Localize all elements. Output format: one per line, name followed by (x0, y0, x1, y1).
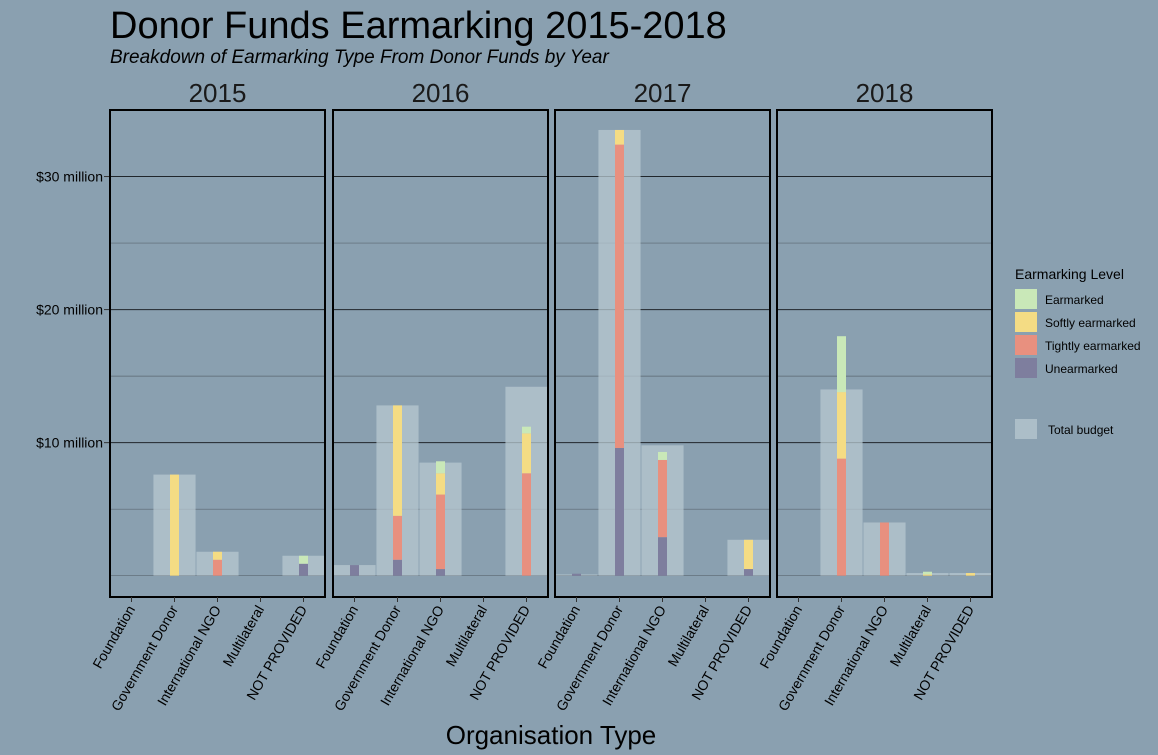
bar-earmarked-not-provided (299, 555, 308, 564)
legend: Earmarking Level Earmarked Softly earmark… (1015, 266, 1141, 439)
legend-title: Earmarking Level (1015, 266, 1124, 282)
legend-label-earmarked: Earmarked (1045, 293, 1104, 307)
facet-label-2015: 2015 (189, 78, 247, 108)
bar-tightly-earmarked-international-ngo (436, 494, 445, 570)
x-tick-label: Foundation (312, 603, 361, 672)
panel-2017 (554, 109, 771, 598)
bar-unearmarked-foundation (350, 565, 359, 576)
y-tick-label: $20 million (36, 302, 103, 318)
facet-label-2016: 2016 (412, 78, 470, 108)
bar-earmarked-not-provided (522, 426, 531, 434)
panel-2018 (776, 109, 993, 598)
facet-label-2017: 2017 (634, 78, 692, 108)
legend-swatch-softly-earmarked (1015, 312, 1037, 332)
x-tick-label: Foundation (89, 603, 138, 672)
legend-label-total-budget: Total budget (1048, 423, 1114, 437)
bar-softly-earmarked-not-provided (966, 573, 975, 576)
x-tick-label: Multilateral (219, 603, 267, 670)
bar-tightly-earmarked-not-provided (522, 473, 531, 576)
facet-labels: 2015 2016 2017 2018 (189, 78, 914, 108)
legend-swatch-total-budget (1015, 419, 1037, 439)
bar-unearmarked-foundation (572, 573, 581, 576)
bar-softly-earmarked-international-ngo (436, 473, 445, 495)
bar-unearmarked-government-donor (393, 559, 402, 576)
legend-swatch-earmarked (1015, 289, 1037, 309)
x-tick-label: Multilateral (886, 603, 934, 670)
bar-tightly-earmarked-government-donor (837, 458, 846, 576)
bar-unearmarked-international-ngo (436, 569, 445, 576)
bar-earmarked-international-ngo (436, 461, 445, 474)
bar-softly-earmarked-multilateral (923, 574, 932, 576)
bar-tightly-earmarked-government-donor (615, 144, 624, 448)
bar-unearmarked-government-donor (615, 447, 624, 576)
bar-softly-earmarked-not-provided (744, 539, 753, 570)
panels (109, 109, 993, 598)
bar-tightly-earmarked-government-donor (393, 515, 402, 560)
y-tick-label: $30 million (36, 169, 103, 185)
x-axis-label: Organisation Type (446, 720, 657, 750)
bar-earmarked-multilateral (923, 571, 932, 575)
x-tick-label: Multilateral (442, 603, 490, 670)
bar-tightly-earmarked-international-ngo (880, 522, 889, 576)
x-tick-label: Foundation (756, 603, 805, 672)
bar-softly-earmarked-government-donor (837, 392, 846, 459)
bar-softly-earmarked-government-donor (170, 474, 179, 576)
chart-title: Donor Funds Earmarking 2015-2018 (110, 5, 727, 47)
legend-swatch-unearmarked (1015, 358, 1037, 378)
panel-2016 (332, 109, 549, 598)
x-tick-label: Foundation (534, 603, 583, 672)
facet-label-2018: 2018 (856, 78, 914, 108)
legend-swatch-tightly-earmarked (1015, 335, 1037, 355)
bar-unearmarked-not-provided (744, 569, 753, 576)
bar-softly-earmarked-not-provided (522, 433, 531, 474)
legend-label-softly-earmarked: Softly earmarked (1045, 316, 1136, 330)
x-tick-label: Multilateral (664, 603, 712, 670)
bar-earmarked-government-donor (837, 336, 846, 393)
legend-label-unearmarked: Unearmarked (1045, 362, 1118, 376)
bar-softly-earmarked-international-ngo (213, 551, 222, 560)
bar-earmarked-international-ngo (658, 451, 667, 460)
panel-2015 (109, 109, 326, 598)
y-tick-label: $10 million (36, 435, 103, 451)
bar-tightly-earmarked-international-ngo (213, 559, 222, 576)
bar-tightly-earmarked-international-ngo (658, 459, 667, 538)
legend-label-tightly-earmarked: Tightly earmarked (1045, 339, 1141, 353)
y-axis: $10 million $20 million $30 million (36, 169, 110, 451)
bar-unearmarked-international-ngo (658, 537, 667, 576)
bar-unearmarked-not-provided (299, 563, 308, 576)
panel-border (109, 109, 326, 598)
bar-softly-earmarked-government-donor (615, 129, 624, 145)
chart-subtitle: Breakdown of Earmarking Type From Donor … (110, 47, 609, 68)
bar-softly-earmarked-government-donor (393, 405, 402, 516)
